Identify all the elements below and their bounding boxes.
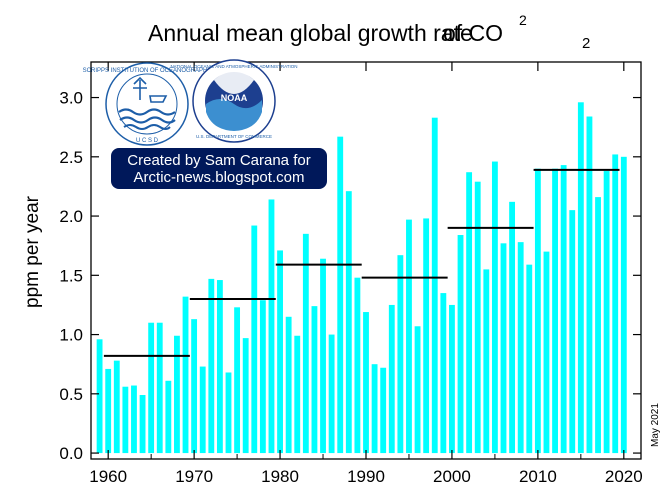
bar-1991 — [371, 364, 378, 454]
bar-2006 — [500, 243, 507, 454]
bar-1981 — [285, 316, 292, 454]
bar-2014 — [569, 210, 576, 454]
sio-logo-bottom-text: U C S D — [136, 138, 159, 144]
bar-1990 — [363, 312, 369, 454]
bar-1962 — [122, 386, 129, 454]
chart-title-superscript: 2 — [519, 12, 527, 28]
bar-1997 — [423, 218, 430, 454]
bar-2003 — [474, 181, 481, 454]
x-tick-label-1960: 1960 — [89, 467, 127, 486]
bar-1987 — [337, 136, 344, 454]
bar-1964 — [139, 395, 146, 454]
credit-box: Created by Sam Carana for Arctic-news.bl… — [111, 148, 327, 189]
bar-2012 — [552, 168, 558, 454]
y-tick-label-2.5: 2.5 — [59, 148, 83, 167]
noaa-logo-center-text: NOAA — [221, 93, 248, 103]
x-tick-label-1970: 1970 — [175, 467, 213, 486]
bar-2020 — [620, 156, 627, 454]
bar-1992 — [380, 367, 387, 454]
y-tick-label-3.0: 3.0 — [59, 89, 83, 108]
noaa-logo-bottom-text: U.S. DEPARTMENT OF COMMERCE — [196, 134, 272, 139]
bar-1986 — [328, 334, 335, 454]
bar-1966 — [156, 322, 163, 454]
x-tick-label-2010: 2010 — [519, 467, 557, 486]
bar-1993 — [388, 304, 395, 454]
bar-1976 — [242, 338, 249, 454]
bar-1978 — [259, 300, 266, 454]
chart-title-of: of CO — [443, 20, 503, 46]
bar-1980 — [277, 250, 283, 454]
x-tick-label-2000: 2000 — [433, 467, 471, 486]
bar-2017 — [595, 197, 601, 454]
y-tick-label-0.0: 0.0 — [59, 444, 83, 463]
bar-1985 — [320, 258, 326, 454]
bar-1959 — [96, 339, 103, 454]
bar-1968 — [174, 335, 180, 454]
bar-2019 — [612, 154, 619, 454]
bar-1965 — [148, 322, 155, 454]
bar-1988 — [345, 191, 352, 454]
bar-2010 — [534, 168, 541, 454]
chart-title: Annual mean global growth rate — [148, 20, 473, 46]
bar-1973 — [216, 280, 223, 454]
bar-2018 — [603, 171, 610, 454]
bar-1977 — [251, 225, 258, 454]
bar-2004 — [483, 269, 490, 454]
y-axis: 0.0 0.5 1.0 1.5 2.0 2.5 3.0 — [59, 89, 641, 463]
bar-1960 — [105, 368, 112, 454]
x-tick-label-1990: 1990 — [347, 467, 385, 486]
noaa-logo: NOAA NATIONAL OCEANIC AND ATMOSPHERIC AD… — [170, 59, 298, 143]
bar-1995 — [406, 219, 412, 454]
credit-line-1: Created by Sam Carana for — [127, 152, 310, 169]
y-axis-label: ppm per year — [22, 195, 43, 308]
bar-1989 — [354, 277, 361, 454]
bar-1975 — [234, 307, 241, 454]
bar-1979 — [268, 199, 275, 454]
bar-2016 — [586, 116, 593, 454]
y-tick-label-2.0: 2.0 — [59, 207, 83, 226]
bar-2000 — [449, 304, 455, 454]
sio-logo-text: SCRIPPS INSTITUTION OF OCEANOGRAPHY — [83, 68, 212, 74]
bar-1999 — [440, 293, 447, 454]
bar-1961 — [113, 360, 120, 454]
bar-1974 — [225, 372, 232, 454]
bar-2011 — [543, 251, 550, 454]
bar-2009 — [526, 264, 533, 454]
scripps-institution-logo: SCRIPPS INSTITUTION OF OCEANOGRAPHY U C … — [83, 62, 212, 146]
bar-1967 — [165, 380, 172, 454]
bar-2005 — [491, 161, 498, 454]
noaa-logo-text: NATIONAL OCEANIC AND ATMOSPHERIC ADMINIS… — [170, 64, 297, 69]
bar-2007 — [509, 201, 516, 454]
chart-title-subscript: 2 — [582, 35, 590, 52]
bar-1969 — [182, 296, 189, 454]
bar-1970 — [191, 319, 198, 454]
bar-1998 — [431, 117, 438, 454]
bar-2015 — [577, 102, 584, 454]
bar-1972 — [208, 278, 215, 454]
bar-1984 — [311, 306, 318, 454]
bar-1996 — [414, 326, 421, 454]
bar-2002 — [466, 172, 473, 454]
bar-1971 — [199, 366, 206, 454]
bars-group — [96, 102, 627, 454]
y-tick-label-1.5: 1.5 — [59, 266, 83, 285]
bar-2001 — [457, 235, 464, 454]
bar-1983 — [302, 233, 309, 454]
date-annotation: May 2021 — [650, 403, 661, 447]
bar-2013 — [560, 165, 567, 454]
bar-1982 — [294, 335, 301, 454]
bar-1994 — [397, 255, 404, 454]
credit-line-2: Arctic-news.blogspot.com — [134, 169, 305, 186]
x-tick-label-2020: 2020 — [605, 467, 643, 486]
decade-means-group — [103, 168, 620, 357]
bar-2008 — [517, 242, 524, 454]
x-tick-label-1980: 1980 — [261, 467, 299, 486]
y-tick-label-0.5: 0.5 — [59, 385, 83, 404]
y-tick-label-1.0: 1.0 — [59, 326, 83, 345]
bar-1963 — [131, 385, 137, 454]
x-axis: 1960 1970 1980 1990 2000 2010 2020 — [89, 62, 643, 486]
